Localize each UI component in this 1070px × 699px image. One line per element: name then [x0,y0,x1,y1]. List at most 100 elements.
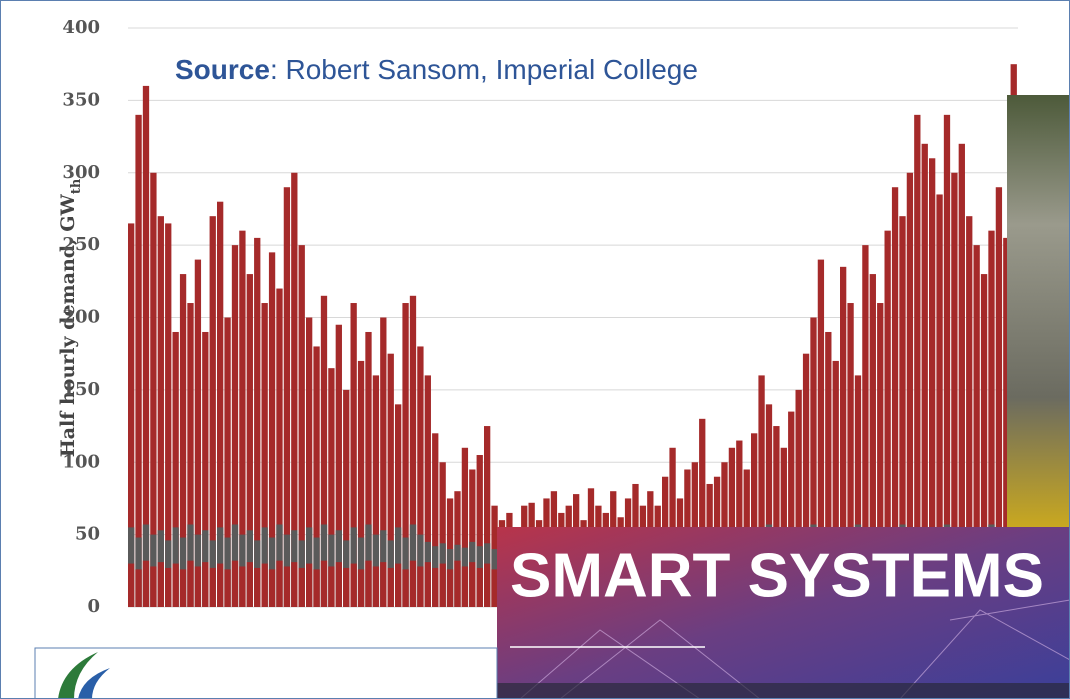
y-axis-label-sub: th [69,178,84,194]
bar [832,360,839,607]
y-tick-label: 150 [62,379,100,400]
bar [365,560,372,607]
bar [788,411,795,607]
bar [461,566,469,607]
bar [254,237,261,607]
bar [995,187,1003,607]
bar [350,303,357,607]
bar [246,562,253,607]
bar [291,562,298,607]
bar [699,418,706,607]
bar [484,426,491,607]
logo-panel [34,647,498,699]
bar [929,158,936,607]
bar [795,389,802,607]
bar [854,375,862,607]
bar [306,563,313,607]
bar [409,295,417,607]
bar [817,259,825,607]
bar [350,563,357,607]
bar [802,353,810,607]
bar [343,389,350,607]
bar [891,187,899,607]
logo-green [58,652,98,699]
bar [268,252,276,608]
bar [380,317,387,607]
bar [357,360,365,607]
bar [142,560,150,607]
bar [884,230,891,607]
bar [840,266,847,607]
bar [128,563,135,607]
bar [1003,237,1010,607]
bar [439,563,446,607]
bar [165,223,172,607]
bar [209,216,216,608]
bar [231,245,239,607]
bar [387,567,394,607]
bar [217,201,224,607]
logo-blue [78,668,110,699]
y-tick-label: 50 [75,524,100,545]
bar [179,274,187,607]
bar [966,216,973,608]
bar [313,569,320,607]
bar [328,368,335,607]
bar [291,172,298,607]
bar [988,230,995,607]
building-wireframe [519,599,1070,699]
bar [380,562,387,607]
bar [283,566,291,607]
bar [179,569,187,607]
bar [298,567,305,607]
bar [980,274,988,607]
bar [402,303,409,607]
bar [758,375,765,607]
bar [239,230,246,607]
y-tick-label: 0 [87,596,100,617]
bar [335,562,342,607]
bar [254,567,261,607]
bar [187,303,194,607]
bar [469,469,476,607]
bar [395,563,402,607]
bar [128,223,135,607]
y-tick-label: 300 [62,162,100,183]
bar [877,303,884,607]
bar [921,143,928,608]
bar [417,566,424,607]
bar [461,447,469,607]
bar [439,462,446,607]
bar [454,560,461,607]
bar [202,562,209,607]
bar [224,317,231,607]
bar [469,562,476,607]
bar [276,288,283,607]
y-tick-label: 400 [62,17,100,38]
bar [313,346,320,607]
bar [387,353,394,607]
bar [424,562,431,607]
bar [751,433,758,607]
bar [194,566,202,607]
bar [417,346,424,607]
bar [217,563,224,607]
y-axis-label-main: Half hourly demand, GW [57,194,79,458]
source-note: Source: Robert Sansom, Imperial College [175,54,698,85]
bar [283,187,291,607]
bar [476,567,483,607]
y-tick-label: 100 [62,451,100,472]
overlay-title: SMART SYSTEMS [510,541,1044,610]
bar [239,566,246,607]
bar [476,455,483,607]
smart-systems-image [497,527,1070,699]
bar [343,567,350,607]
bar [847,303,854,607]
bar [372,375,380,607]
bar [402,569,409,607]
bar [372,566,380,607]
bar [335,324,342,607]
bar [150,172,157,607]
bar [202,331,209,607]
y-tick-label: 200 [62,307,100,328]
